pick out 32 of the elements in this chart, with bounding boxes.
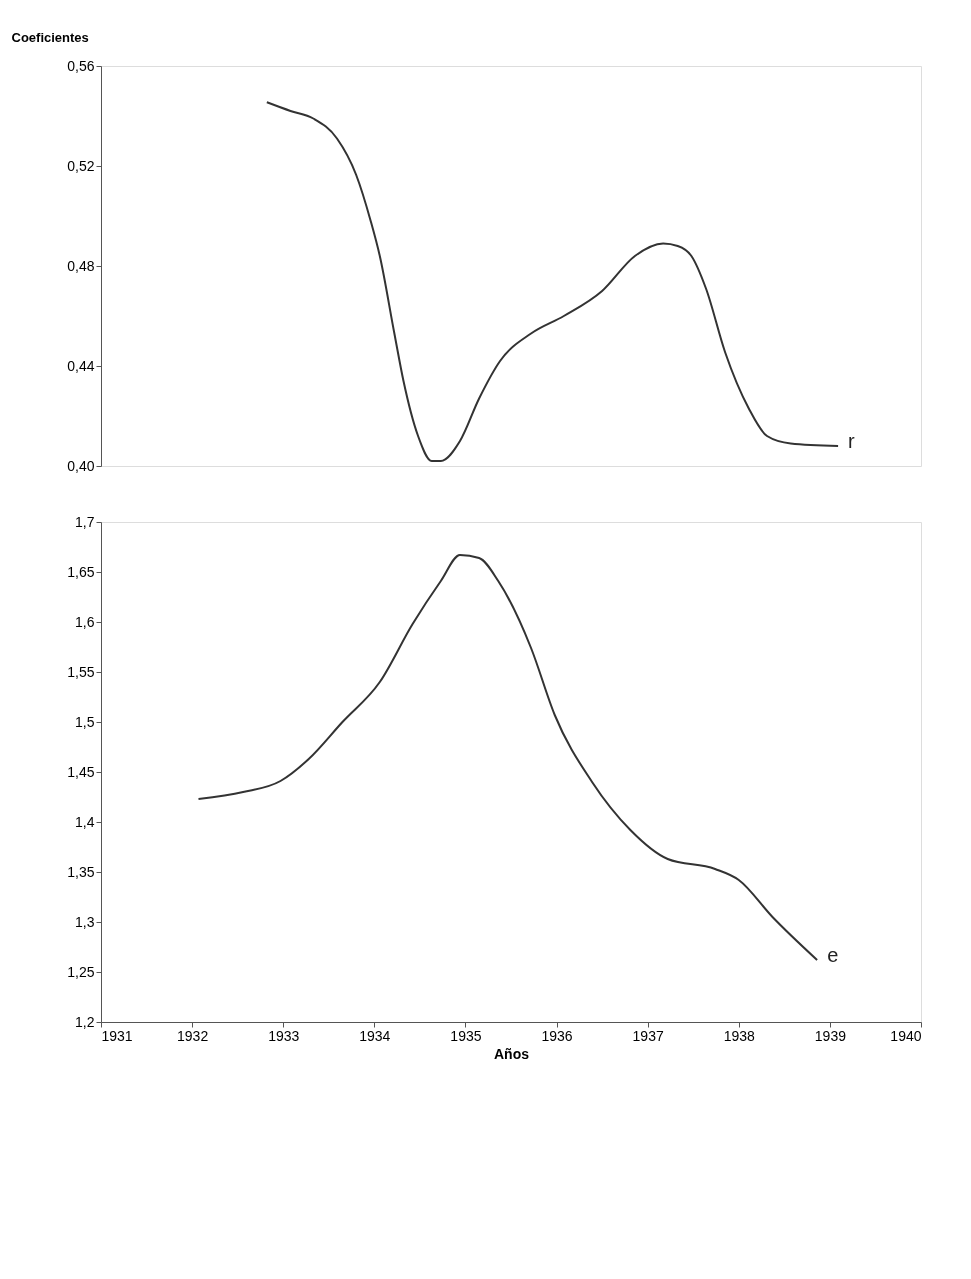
x-tick-label: 1937 [632,1027,664,1044]
y-tick-label: 0,48 [67,257,95,274]
y-tick-label: 1,4 [75,813,95,830]
y-tick-label: 1,6 [75,613,95,630]
x-tick-label: 1931 [101,1027,133,1044]
x-tick-label: 1940 [890,1027,922,1044]
y-tick-label: 0,40 [67,457,95,474]
annotation: e [827,944,839,966]
y-tick-label: 1,45 [67,763,95,780]
x-tick-label: 1939 [814,1027,847,1044]
y-tick-label: 1,2 [75,1013,95,1030]
annotation: r [848,430,856,452]
y-tick-label: 0,52 [67,157,95,174]
x-tick-label: 1936 [541,1027,573,1044]
line-series [197,554,819,961]
y-tick-label: 1,5 [75,713,95,730]
y-tick-label: 1,65 [67,563,95,580]
y-axis-title: Coeficientes [11,29,89,45]
x-tick-label: 1938 [723,1027,756,1044]
y-tick-label: 1,55 [67,663,95,680]
y-tick-label: 1,7 [75,513,95,530]
y-tick-label: 0,44 [67,357,95,374]
x-tick-label: 1934 [359,1027,391,1044]
x-axis-title: Años [494,1045,530,1062]
y-tick-label: 1,25 [67,963,95,980]
x-tick-label: 1933 [268,1027,300,1044]
x-tick-label: 1932 [177,1027,209,1044]
x-tick-label: 1935 [450,1027,482,1044]
y-tick-label: 1,3 [75,913,95,930]
y-tick-label: 0,56 [67,57,95,74]
y-tick-label: 1,35 [67,863,95,880]
line-series [265,101,840,462]
